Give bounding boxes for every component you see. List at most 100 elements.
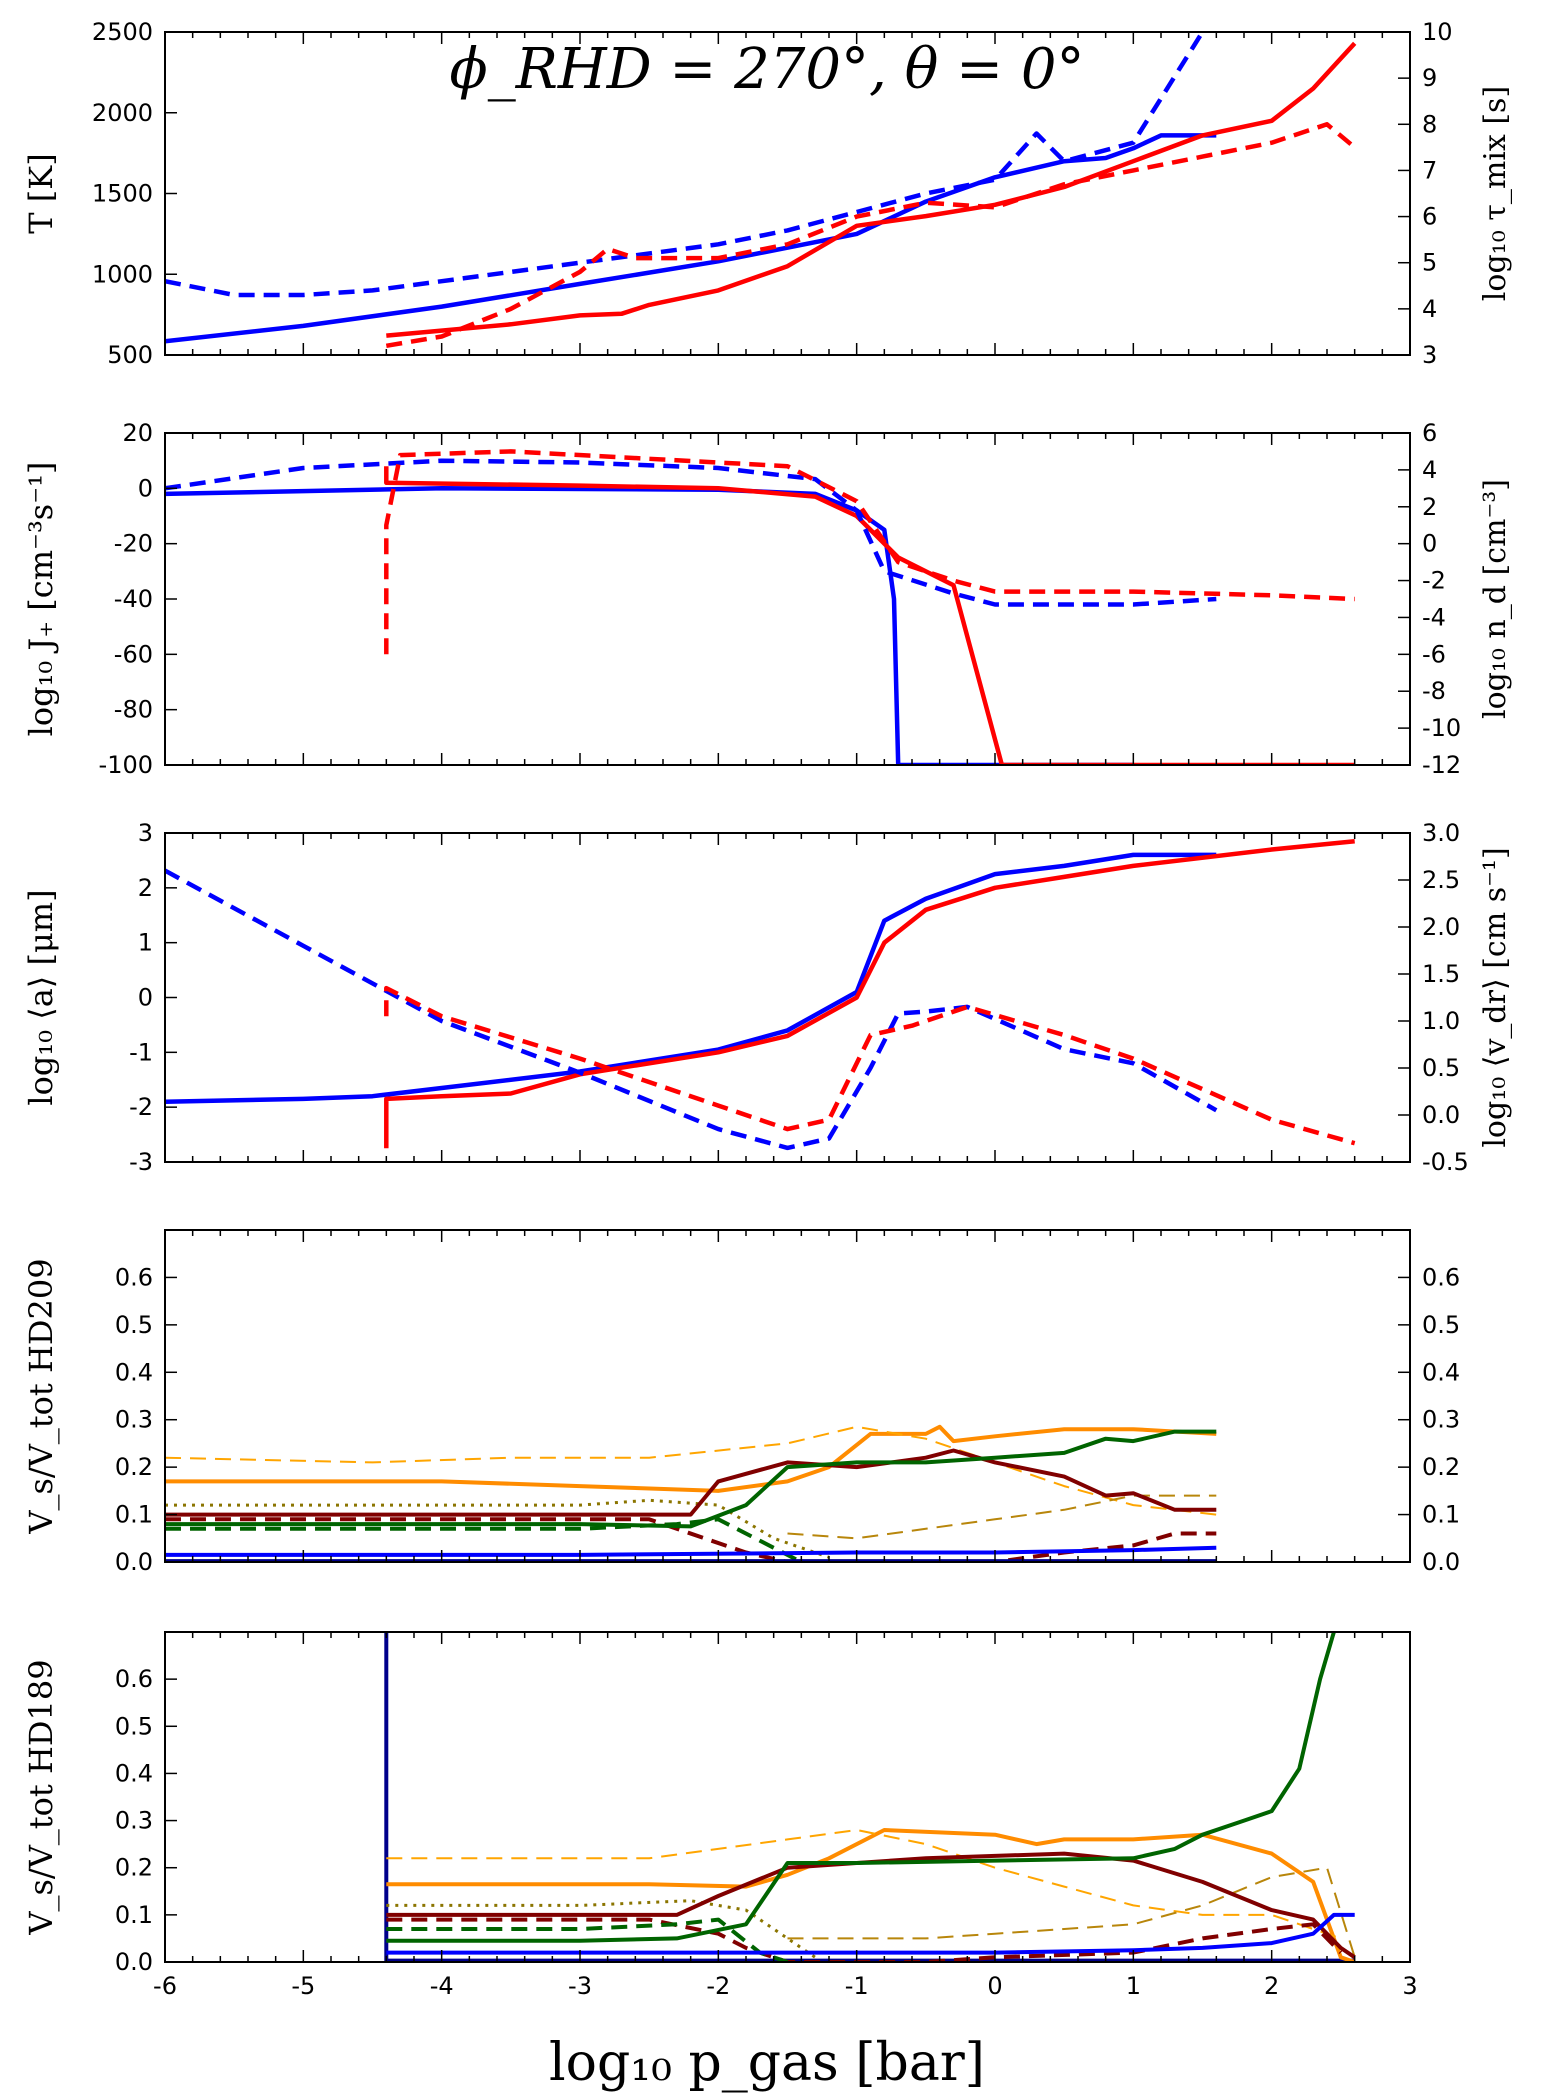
series-orange-solid <box>386 1828 1356 1962</box>
x-tick-label: -4 <box>430 1972 454 2000</box>
series-a-blue <box>165 852 1217 1104</box>
x-tick-label: -1 <box>845 1972 869 2000</box>
x-tick-label: -3 <box>568 1972 592 2000</box>
series-nd-blue <box>165 458 1217 607</box>
x-tick-label: -5 <box>291 1972 315 2000</box>
series-green-solid <box>165 1429 1217 1529</box>
x-tick-label: -2 <box>706 1972 730 2000</box>
plot-frame <box>164 1229 1411 1563</box>
y-axis-label-left: V_s/V_tot HD209 <box>22 1258 60 1534</box>
panel-4: 0.0 0.1 0.2 0.3 0.4 0.5 0.6 0.0 0.1 0.2 0.3 0.4 0.5 0… <box>22 1229 1460 1576</box>
panel-2: -100-80-60-40-20020-12-10-8-6-4-20246log… <box>22 419 1513 779</box>
series-T-red <box>386 41 1357 338</box>
y-tick-label-right: 3 <box>1422 341 1437 369</box>
series-olive-thin-dashed <box>787 1494 1217 1540</box>
y-tick-label-left: 0.3 <box>115 1406 153 1434</box>
y-tick-label-right: 6 <box>1422 419 1437 447</box>
y-tick-label-right: 6 <box>1422 203 1437 231</box>
series-tau-red <box>385 122 1357 349</box>
y-tick-label-left: 2500 <box>92 18 153 46</box>
series-maroon-dashed <box>165 1517 1217 1562</box>
series-maroon-dashed <box>386 1917 1343 1962</box>
y-tick-label-right: 4 <box>1422 456 1437 484</box>
x-tick-label: 0 <box>987 1972 1002 2000</box>
y-tick-label-right: 4 <box>1422 295 1437 323</box>
series-blue-solid <box>165 1545 1217 1557</box>
x-tick-label: -6 <box>153 1972 177 2000</box>
y-tick-label-right: 2 <box>1422 493 1437 521</box>
x-tick-label: 2 <box>1264 1972 1279 2000</box>
series-green-dashed <box>165 1517 803 1562</box>
y-tick-label-left: -3 <box>129 1148 153 1176</box>
y-tick-label-left: 3 <box>138 819 153 847</box>
y-tick-label-left: 0.0 <box>115 1548 153 1576</box>
series-vdr-red <box>384 985 1356 1146</box>
y-tick-label-left: 0.2 <box>115 1453 153 1481</box>
y-tick-label-right: -12 <box>1422 751 1461 779</box>
y-tick-label-left: -40 <box>114 585 153 613</box>
y-tick-label-left: -60 <box>114 640 153 668</box>
y-tick-label-right: 10 <box>1422 18 1453 46</box>
series-vdr-blue <box>165 868 1218 1151</box>
series-group <box>165 449 1355 765</box>
y-tick-label-right: -10 <box>1422 714 1461 742</box>
y-tick-label-left: 0 <box>138 474 153 502</box>
y-tick-label-right: 2.5 <box>1422 866 1460 894</box>
series-a-red <box>384 838 1355 1149</box>
y-tick-label-left: -1 <box>129 1038 153 1066</box>
y-tick-label-right: 8 <box>1422 110 1437 138</box>
y-tick-label-right: 0.0 <box>1422 1101 1460 1129</box>
y-tick-label-right: 1.0 <box>1422 1007 1460 1035</box>
y-tick-label-left: 0.1 <box>115 1901 153 1929</box>
series-blue-solid <box>386 1912 1355 1955</box>
y-tick-label-left: 1000 <box>92 260 153 288</box>
y-tick-label-right: 0.3 <box>1422 1406 1460 1434</box>
y-axis-label-right: log₁₀ n_d [cm⁻³] <box>1478 479 1513 719</box>
series-olive-dotted <box>386 1899 817 1959</box>
panel-3: -3 -2 -1 0 1 2 3 -0.5 0.0 0.5 1.0 1.5 2.0 2.5 3.0 log₁₀… <box>22 819 1513 1176</box>
y-tick-label-left: 0 <box>138 984 153 1012</box>
y-tick-label-left: 20 <box>122 419 153 447</box>
series-orange-thin-dashed <box>165 1425 1217 1516</box>
plot-frame <box>164 432 1411 766</box>
y-tick-label-left: 0.6 <box>115 1665 153 1693</box>
x-tick-label: 1 <box>1126 1972 1141 2000</box>
y-tick-label-right: -6 <box>1422 640 1446 668</box>
panel-1: 500 1000 1500 2000 2500 3 4 5 6 7 8 9 10 T [K] log₁₀ τ… <box>22 18 1513 369</box>
y-tick-label-right: 7 <box>1422 156 1437 184</box>
x-axis-label: log₁₀ p_gas [bar] <box>549 2033 985 2093</box>
y-axis-label-right: log₁₀ τ_mix [s] <box>1478 86 1513 301</box>
y-tick-label-right: 0.5 <box>1422 1311 1460 1339</box>
y-tick-label-left: 2000 <box>92 99 153 127</box>
y-tick-label-left: 0.4 <box>115 1759 153 1787</box>
series-olive-thin-dashed <box>787 1866 1356 1958</box>
y-tick-label-left: 500 <box>107 341 153 369</box>
y-tick-label-right: -2 <box>1422 567 1446 595</box>
series-tau-blue <box>165 32 1205 298</box>
figure-title: ϕ_RHD = 270°, θ = 0° <box>450 37 1085 102</box>
y-tick-label-right: 0.0 <box>1422 1548 1460 1576</box>
series-navy-vertical <box>384 1632 1355 1962</box>
y-tick-label-right: 0.5 <box>1422 1054 1460 1082</box>
series-maroon-solid <box>386 1851 1356 1959</box>
y-axis-label-right: log₁₀ ⟨v_dr⟩ [cm s⁻¹] <box>1478 847 1513 1147</box>
y-tick-label-left: 0.0 <box>115 1948 153 1976</box>
series-group <box>165 1424 1217 1562</box>
y-tick-label-right: 0.1 <box>1422 1501 1460 1529</box>
y-tick-label-right: -8 <box>1422 677 1446 705</box>
plot-frame <box>164 832 1411 1163</box>
series-nd-red <box>384 449 1355 655</box>
x-tick-label: 3 <box>1402 1972 1417 2000</box>
y-axis-label-left: log₁₀ ⟨a⟩ [μm] <box>22 889 60 1105</box>
y-tick-label-left: -20 <box>114 530 153 558</box>
series-group <box>165 32 1357 349</box>
y-tick-label-right: 9 <box>1422 64 1437 92</box>
y-axis-label-left: T [K] <box>22 153 60 233</box>
series-T-blue <box>165 133 1217 344</box>
y-tick-label-right: -0.5 <box>1422 1148 1469 1176</box>
y-tick-label-right: 0.2 <box>1422 1453 1460 1481</box>
plot-frame <box>164 1631 1411 1963</box>
y-tick-label-left: -100 <box>99 751 153 779</box>
y-tick-label-left: 1500 <box>92 180 153 208</box>
y-tick-label-left: 0.5 <box>115 1311 153 1339</box>
